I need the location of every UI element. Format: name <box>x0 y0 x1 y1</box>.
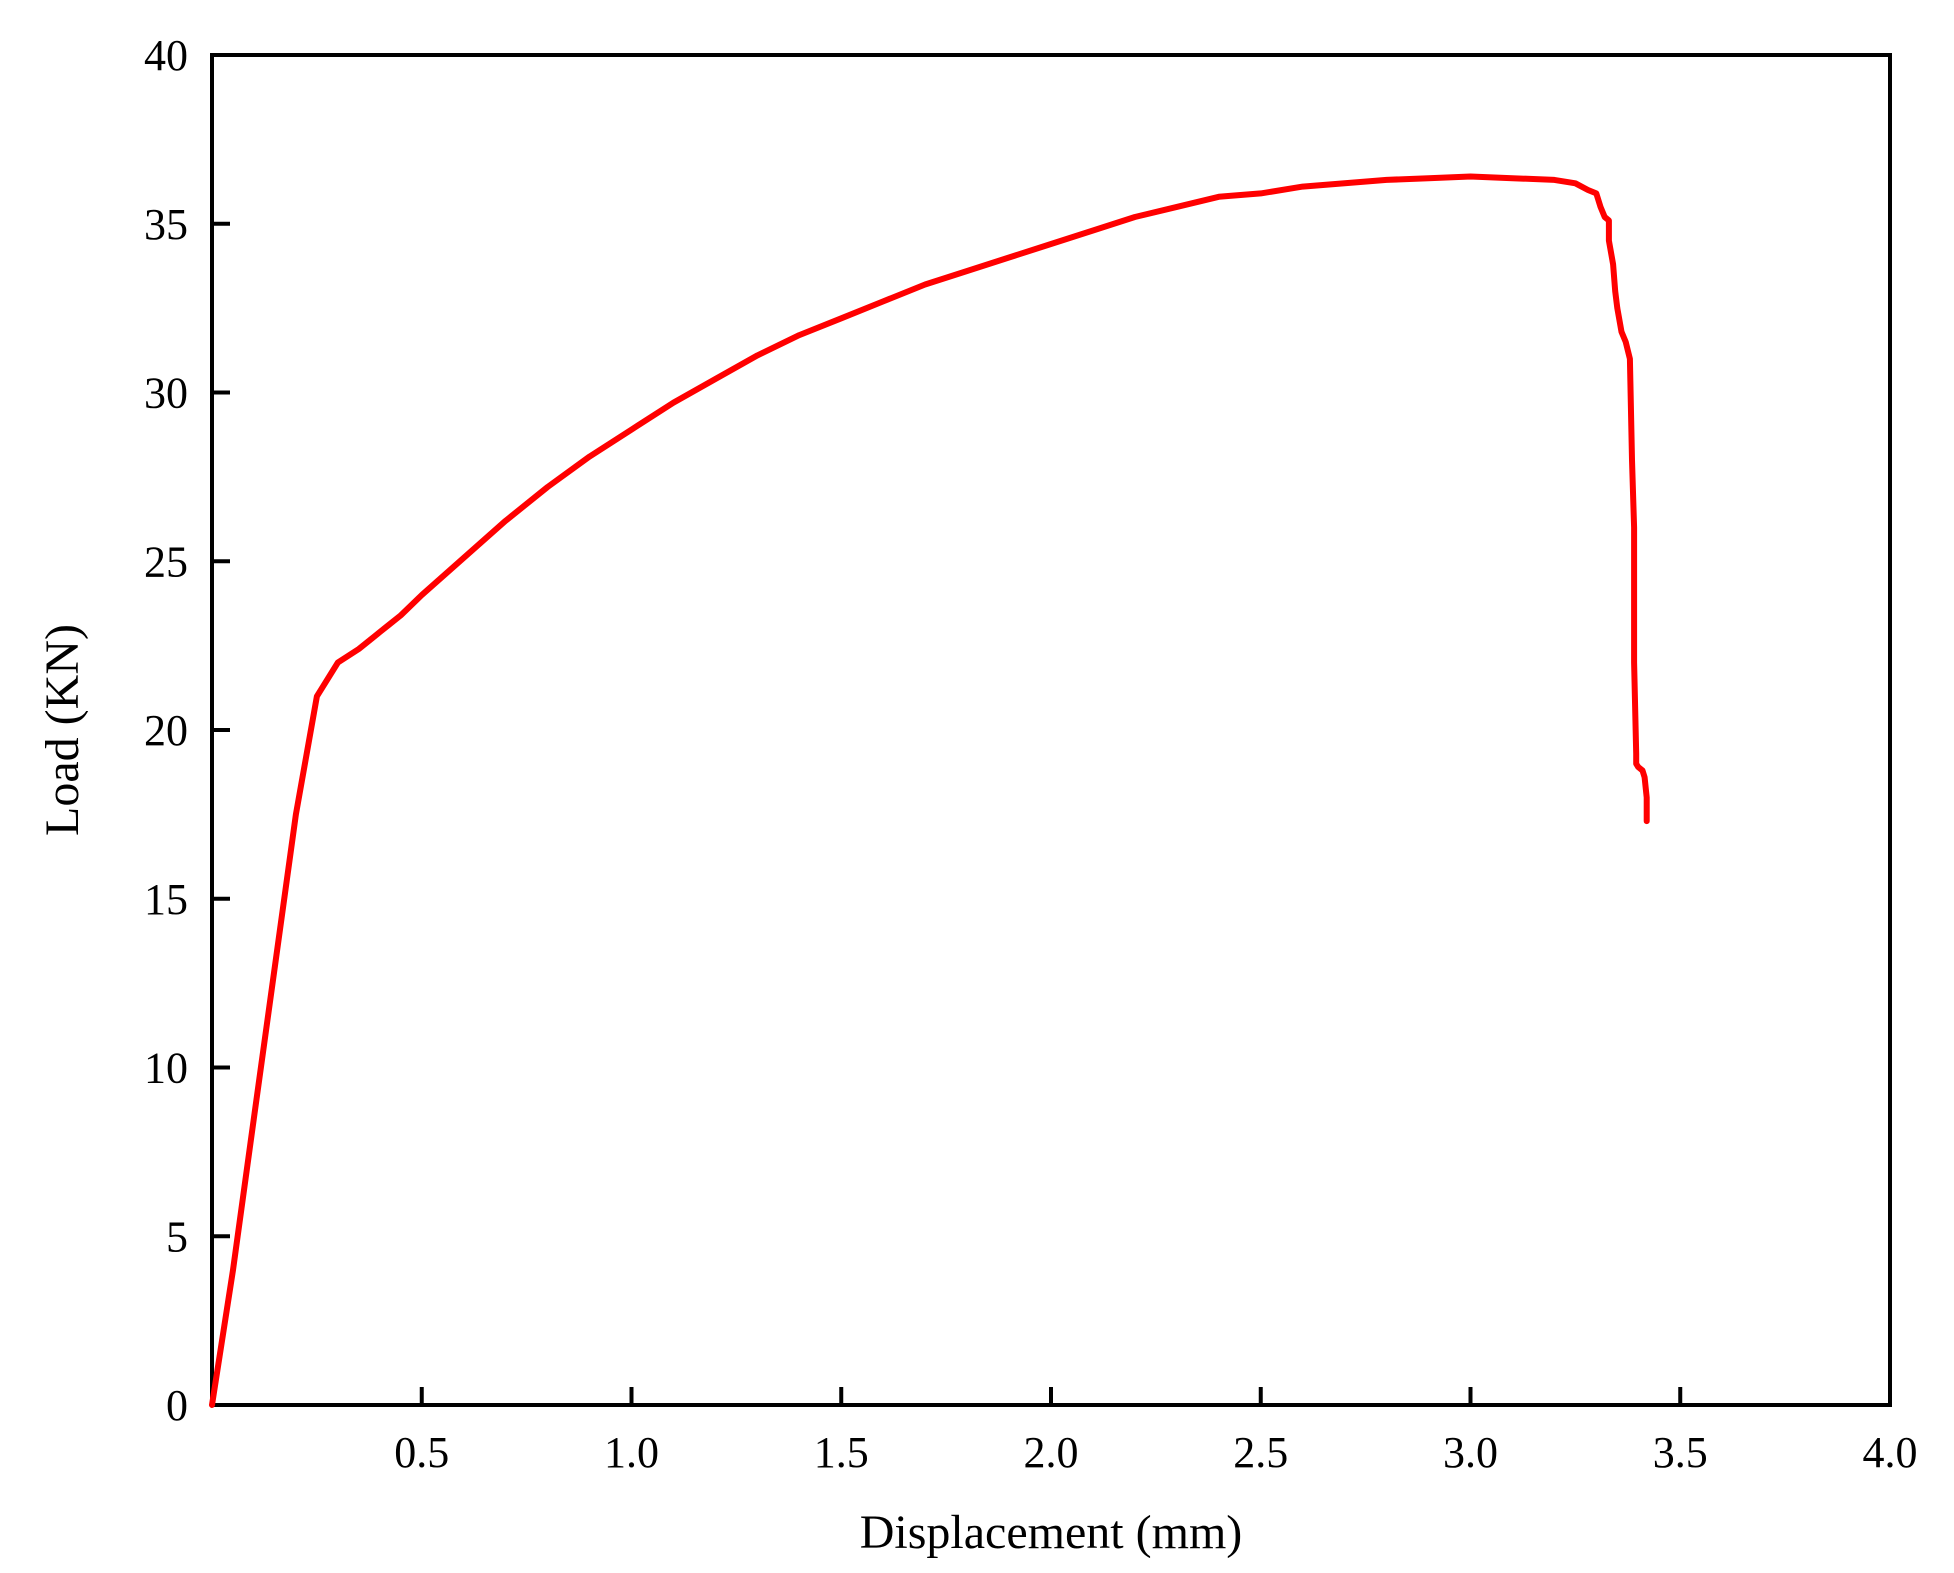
y-tick-label: 5 <box>166 1212 188 1261</box>
series-line <box>209 173 1650 1408</box>
y-tick-label: 20 <box>144 706 188 755</box>
y-tick-label: 30 <box>144 369 188 418</box>
x-tick-label: 0.5 <box>394 1428 449 1477</box>
x-tick-label: 2.0 <box>1024 1428 1079 1477</box>
y-tick-label: 15 <box>144 875 188 924</box>
x-tick-label: 1.5 <box>814 1428 869 1477</box>
ticks: 0.5 1.0 1.5 2.0 2.5 3.0 3.5 4.0 0 5 10 15 20 25 30 35 40 <box>144 31 1918 1477</box>
x-tick-label: 2.5 <box>1233 1428 1288 1477</box>
y-tick-label: 35 <box>144 200 188 249</box>
y-tick-label: 40 <box>144 31 188 80</box>
series-layer <box>209 173 1650 1408</box>
x-tick-label: 3.5 <box>1653 1428 1708 1477</box>
x-tick-label: 3.0 <box>1443 1428 1498 1477</box>
x-tick-label: 4.0 <box>1863 1428 1918 1477</box>
x-axis-label: Displacement (mm) <box>860 1506 1243 1559</box>
y-tick-label: 10 <box>144 1044 188 1093</box>
x-tick-label: 1.0 <box>604 1428 659 1477</box>
y-tick-label: 0 <box>166 1381 188 1430</box>
y-axis-label: Load (KN) <box>36 624 89 836</box>
y-tick-label: 25 <box>144 537 188 586</box>
